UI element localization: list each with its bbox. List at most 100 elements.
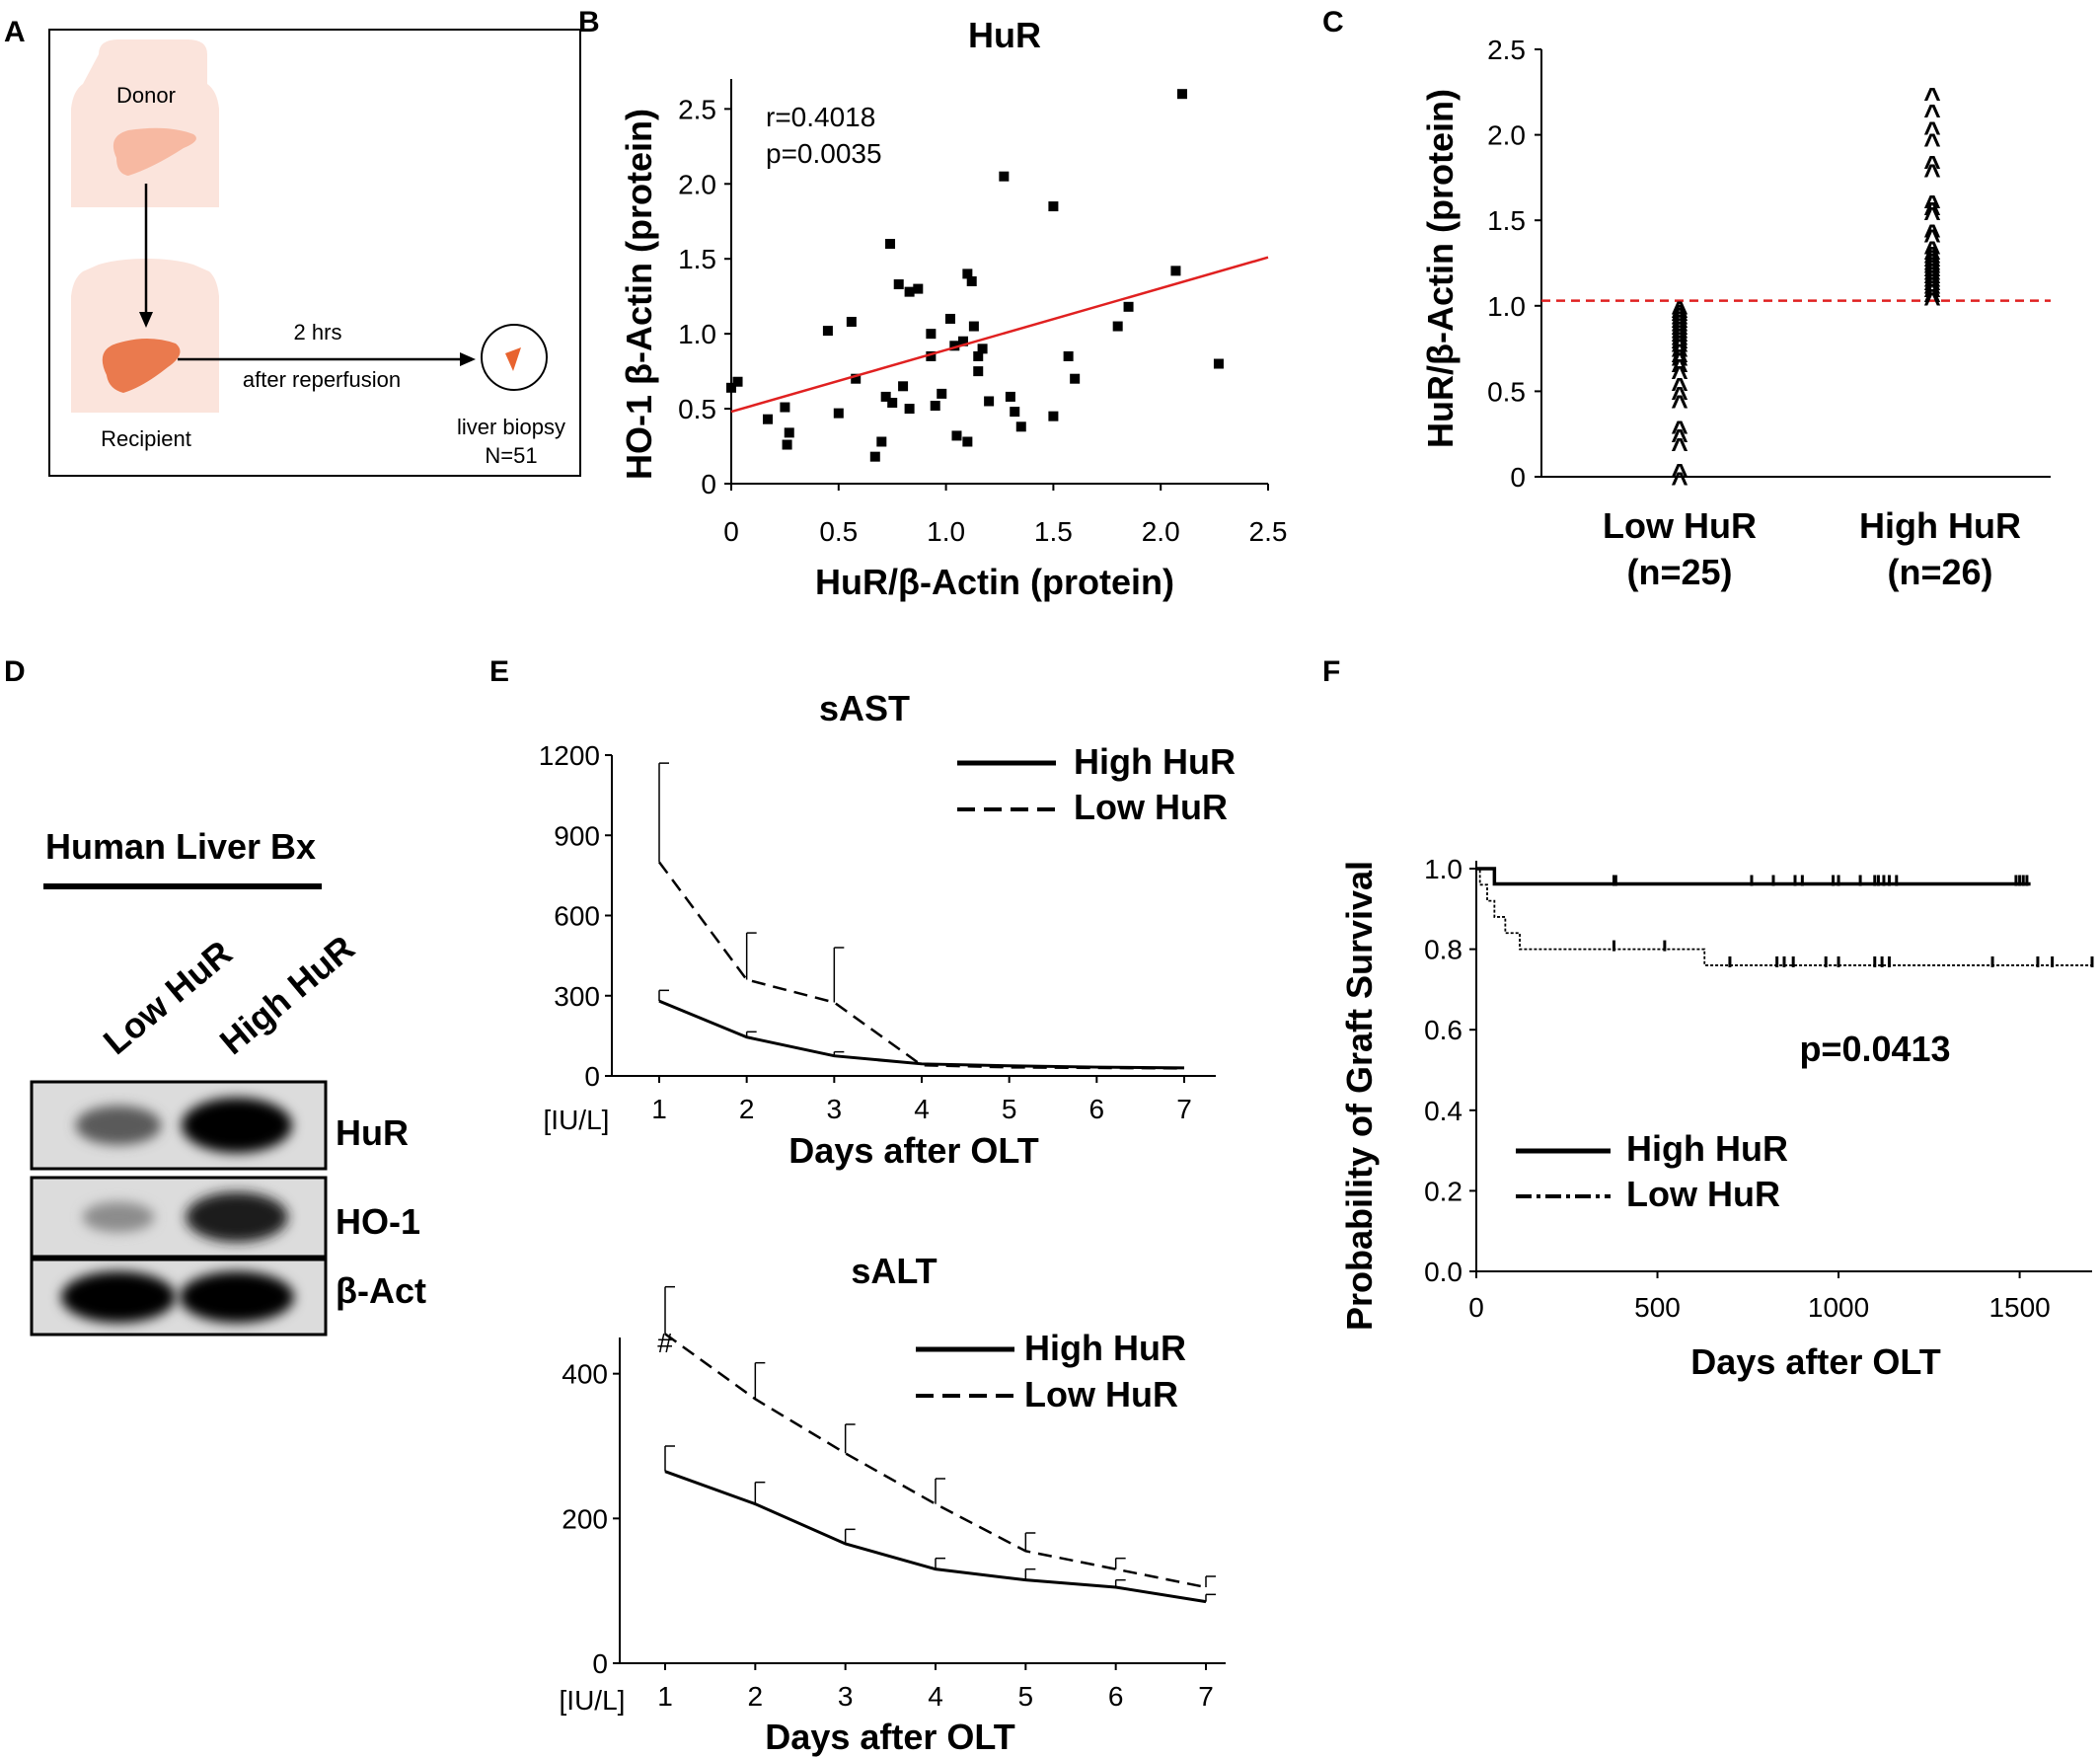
chart-f-xlabel: Days after OLT — [1690, 1341, 1940, 1382]
chart-c-y-tick-label: 1.0 — [1487, 291, 1526, 322]
chart-c-high-point: ^ — [1923, 116, 1941, 149]
chart-b-point — [951, 430, 962, 441]
chart-c-n-low: (n=25) — [1626, 552, 1732, 592]
chart-c-high-point: ^ — [1923, 236, 1941, 268]
chart-b-y-tick-label: 2.0 — [678, 169, 716, 199]
chart-c-ylabel: HuR/β-Actin (protein) — [1420, 89, 1461, 448]
chart-c-low-point: ^ — [1671, 361, 1688, 394]
chart-c-high-point: ^ — [1923, 100, 1941, 132]
panel-d: D Human Liver Bx Low HuR High HuR HuR HO… — [4, 655, 426, 1337]
chart-b-y-tick-label: 1.0 — [678, 319, 716, 349]
western-blots — [30, 1080, 328, 1337]
recipient-label: Recipient — [101, 426, 191, 451]
chart-b-point — [966, 276, 977, 286]
chart-c-low-point: ^ — [1671, 390, 1688, 422]
chart-salt-legend-low: Low HuR — [1024, 1374, 1178, 1414]
chart-c-high-point: ^ — [1923, 151, 1941, 184]
chart-b-point — [876, 436, 887, 447]
chart-b-ylabel: HO-1 β-Actin (protein) — [619, 109, 659, 480]
chart-b-point — [962, 436, 973, 447]
chart-f-y-tick-label: 0.8 — [1424, 935, 1462, 965]
donor-body — [71, 39, 219, 207]
chart-x-tick-label: 7 — [1198, 1681, 1214, 1712]
chart-c-low-point: ^ — [1671, 347, 1688, 380]
blot-band — [180, 1271, 294, 1323]
chart-y-tick-label: 300 — [554, 981, 600, 1012]
chart-c-high-point: ^ — [1923, 259, 1941, 291]
chart-c-high-point: ^ — [1923, 190, 1941, 222]
chart-b-point — [973, 350, 984, 361]
chart-sast-xlabel: Days after OLT — [788, 1130, 1038, 1171]
chart-c-low-point: ^ — [1671, 467, 1688, 499]
panel-b: B HuR r=0.4018 p=0.0035 HuR/β-Actin (pro… — [578, 6, 1287, 602]
donor-liver — [112, 127, 196, 176]
chart-b-point — [913, 283, 924, 294]
chart-y-tick-label: 200 — [562, 1503, 608, 1534]
blot-row-label-hur: HuR — [336, 1112, 409, 1153]
chart-c-y-tick-label: 0 — [1510, 462, 1526, 493]
chart-y-tick-label: 0 — [584, 1061, 600, 1092]
chart-c-low-point: ^ — [1671, 310, 1688, 343]
chart-b-x-tick-label: 1.0 — [927, 516, 965, 547]
chart-c-low-point: ^ — [1671, 330, 1688, 362]
blot-band — [61, 1271, 176, 1323]
chart-b-point — [1123, 301, 1134, 312]
biopsy-n-label: N=51 — [485, 443, 537, 468]
chart-x-tick-label: 4 — [914, 1094, 930, 1124]
blot-row-label-ho1: HO-1 — [336, 1201, 420, 1242]
panel-f: F Probability of Graft Survival Days aft… — [1322, 655, 2094, 1382]
chart-c-high-point: ^ — [1923, 196, 1941, 229]
chart-f-ylabel: Probability of Graft Survival — [1339, 861, 1380, 1331]
chart-c-high-point: ^ — [1923, 252, 1941, 284]
chart-b-point — [962, 268, 973, 279]
chart-c-high-point: ^ — [1923, 266, 1941, 298]
chart-c-high-point: ^ — [1923, 82, 1941, 115]
chart-f-legend-low: Low HuR — [1626, 1174, 1780, 1214]
chart-b-point — [833, 408, 844, 419]
chart-b-x-tick-label: 1.5 — [1034, 516, 1073, 547]
chart-c-high-point: ^ — [1923, 202, 1941, 235]
blot-row-label-bact: β-Act — [336, 1270, 426, 1311]
chart-c-y-tick-label: 1.5 — [1487, 205, 1526, 236]
chart-b-annotation-r: r=0.4018 — [766, 102, 875, 132]
chart-c-low-point: ^ — [1671, 334, 1688, 366]
donor-label: Donor — [116, 83, 176, 108]
chart-c-high-point: ^ — [1923, 275, 1941, 308]
chart-sast-unit: [IU/L] — [544, 1105, 610, 1135]
series-line-low-hur — [657, 861, 1185, 1070]
blot-band — [75, 1106, 162, 1145]
chart-c-category-low: Low HuR — [1603, 505, 1757, 546]
chart-f-y-tick-label: 0.6 — [1424, 1015, 1462, 1045]
chart-c-low-point: ^ — [1671, 339, 1688, 371]
chart-b-point — [1048, 201, 1059, 212]
chart-c-low-point: ^ — [1671, 327, 1688, 359]
chart-f-x-tick-label: 1500 — [1988, 1292, 2050, 1323]
chart-c-low-point: ^ — [1671, 432, 1688, 465]
chart-salt: sALT # [IU/L] Days after OLT High HuR Lo… — [560, 1251, 1226, 1757]
chart-f-annotation: p=0.0413 — [1799, 1029, 1950, 1069]
chart-x-tick-label: 1 — [657, 1681, 673, 1712]
chart-salt-legend-high: High HuR — [1024, 1328, 1186, 1368]
chart-b-point — [780, 402, 790, 413]
chart-b-fit-line — [730, 256, 1269, 414]
chart-b-point — [977, 344, 988, 354]
series-line-high-hur — [658, 999, 1185, 1070]
chart-b-point — [984, 396, 995, 407]
chart-b-point — [926, 350, 937, 361]
panel-label-d: D — [4, 655, 26, 688]
chart-sast: sAST [IU/L] Days after OLT High HuR Low … — [539, 688, 1236, 1171]
panel-label-e: E — [489, 655, 509, 688]
chart-y-tick-label: 1200 — [539, 740, 600, 771]
chart-c-high-point: ^ — [1923, 241, 1941, 273]
blot-band — [182, 1098, 292, 1153]
chart-b-point — [904, 286, 915, 297]
chart-c-y-tick-label: 0.5 — [1487, 376, 1526, 407]
chart-c-high-point: ^ — [1923, 128, 1941, 161]
chart-c-n-high: (n=26) — [1887, 552, 1992, 592]
chart-b-point — [732, 376, 743, 387]
chart-y-tick-label: 900 — [554, 820, 600, 851]
biopsy-arrowhead — [460, 352, 476, 366]
chart-f-y-tick-label: 0.4 — [1424, 1096, 1462, 1126]
chart-b-point — [784, 427, 794, 438]
chart-b-point — [1176, 89, 1187, 100]
